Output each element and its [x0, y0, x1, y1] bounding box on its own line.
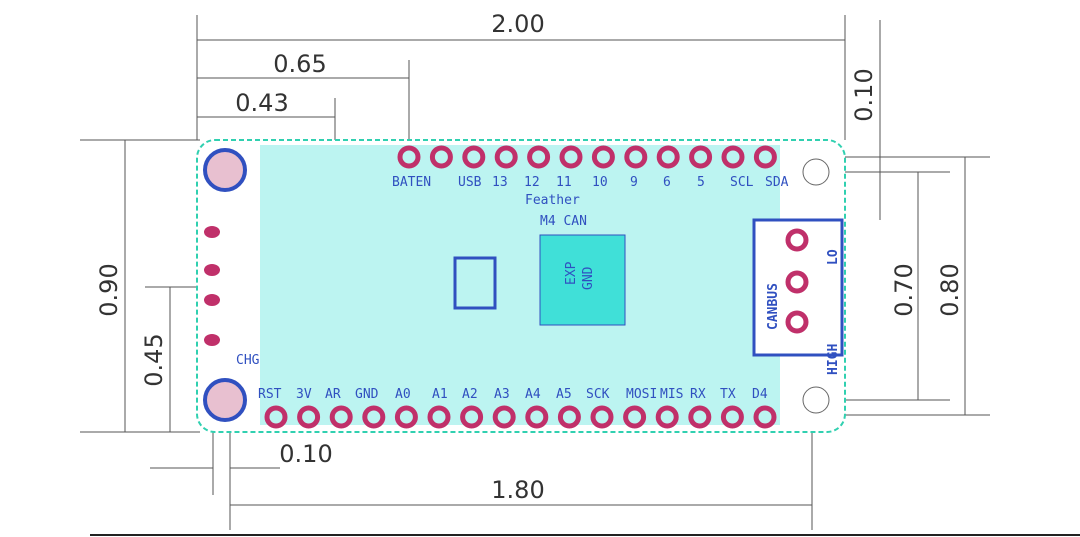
silk-top-pin-label: 12 [524, 175, 540, 190]
dim-0-43: 0.43 [235, 89, 288, 117]
silk-top-pin-label: 9 [630, 175, 638, 190]
mounting-hole [802, 158, 830, 186]
header-pin-bottom [623, 405, 647, 429]
silk-bottom-pin-label: 3V [296, 387, 312, 402]
dim-2-00: 2.00 [491, 10, 544, 38]
silk-bottom-pin-label: A3 [494, 387, 510, 402]
header-pin-bottom [753, 405, 777, 429]
silk-bottom-pin-label: A5 [556, 387, 572, 402]
terminal-pin [785, 270, 809, 294]
header-pin-bottom [427, 405, 451, 429]
header-pin-top [721, 145, 745, 169]
silk-bottom-pin-label: TX [720, 387, 736, 402]
header-pin-top [527, 145, 551, 169]
silk-bottom-pin-label: RX [690, 387, 706, 402]
dim-0-45: 0.45 [140, 333, 168, 386]
silk-title: M4 CAN [540, 214, 587, 229]
silk-top-pin-label: 6 [663, 175, 671, 190]
usb-pad [204, 334, 220, 346]
pcb-board: BATEN USB 13 12 11 10 9 6 5 SCL SDA RST 3V AR GND A0 A1 A… [196, 139, 846, 433]
mcu-chip [539, 234, 626, 326]
silk-canbus: CANBUS [766, 283, 781, 330]
dim-0-90: 0.90 [95, 263, 123, 316]
dim-0-10-top: 0.10 [850, 68, 878, 121]
silk-top-pin-label: USB [458, 175, 482, 190]
header-pin-bottom [492, 405, 516, 429]
header-pin-top [753, 145, 777, 169]
silk-top-pin-label: 5 [697, 175, 705, 190]
silk-lo: LO [826, 249, 841, 265]
header-pin-top [656, 145, 680, 169]
header-pin-bottom [720, 405, 744, 429]
terminal-pin [785, 310, 809, 334]
dim-0-80: 0.80 [936, 263, 964, 316]
dim-0-70: 0.70 [890, 263, 918, 316]
silk-top-pin-label: SDA [765, 175, 789, 190]
silk-bottom-pin-label: GND [355, 387, 379, 402]
silk-bottom-pin-label: SCK [586, 387, 610, 402]
silk-bottom-pin-label: A1 [432, 387, 448, 402]
header-pin-top [591, 145, 615, 169]
silk-bottom-pin-label: RST [258, 387, 282, 402]
dimension-labels: 2.00 0.65 0.43 0.10 0.90 0.45 0.70 0.80 … [95, 10, 964, 504]
silk-bottom-pin-label: D4 [752, 387, 768, 402]
header-pin-top [397, 145, 421, 169]
silk-bottom-pin-label: MOSI [626, 387, 657, 402]
silk-bottom-pin-label: A4 [525, 387, 541, 402]
mounting-hole [203, 148, 247, 192]
usb-pad [204, 264, 220, 276]
silk-top-pin-label: 10 [592, 175, 608, 190]
silk-bottom-pin-label: MIS [660, 387, 683, 402]
mounting-hole [802, 386, 830, 414]
terminal-pin [785, 228, 809, 252]
header-pin-top [429, 145, 453, 169]
silk-title: Feather [525, 193, 580, 208]
usb-pad [204, 226, 220, 238]
header-pin-top [462, 145, 486, 169]
silk-top-pin-label: SCL [730, 175, 754, 190]
silk-bottom-pin-label: A2 [462, 387, 478, 402]
dim-0-10-bottom: 0.10 [279, 440, 332, 468]
header-pin-bottom [329, 405, 353, 429]
usb-pad [204, 294, 220, 306]
header-pin-bottom [688, 405, 712, 429]
header-pin-bottom [557, 405, 581, 429]
silk-chip-label: GND [581, 266, 596, 290]
silk-bottom-pin-label: AR [325, 387, 341, 402]
mounting-hole [203, 378, 247, 422]
silk-top-pin-label: BATEN [392, 175, 431, 190]
header-pin-top [494, 145, 518, 169]
silk-high: HIGH [826, 344, 841, 375]
header-pin-bottom [362, 405, 386, 429]
dim-0-65: 0.65 [273, 50, 326, 78]
header-pin-bottom [264, 405, 288, 429]
dimension-lines [80, 15, 1080, 536]
header-pin-bottom [590, 405, 614, 429]
header-pin-bottom [394, 405, 418, 429]
header-pin-bottom [460, 405, 484, 429]
silk-chip-label: EXP [564, 261, 579, 285]
silk-bottom-pin-label: A0 [395, 387, 411, 402]
header-pin-top [624, 145, 648, 169]
header-pin-top [559, 145, 583, 169]
header-pin-top [689, 145, 713, 169]
header-pin-bottom [525, 405, 549, 429]
silk-chg: CHG [236, 353, 260, 368]
header-pin-bottom [297, 405, 321, 429]
header-pin-bottom [655, 405, 679, 429]
silk-top-pin-label: 13 [492, 175, 508, 190]
silk-top-pin-label: 11 [556, 175, 572, 190]
dim-1-80: 1.80 [491, 476, 544, 504]
